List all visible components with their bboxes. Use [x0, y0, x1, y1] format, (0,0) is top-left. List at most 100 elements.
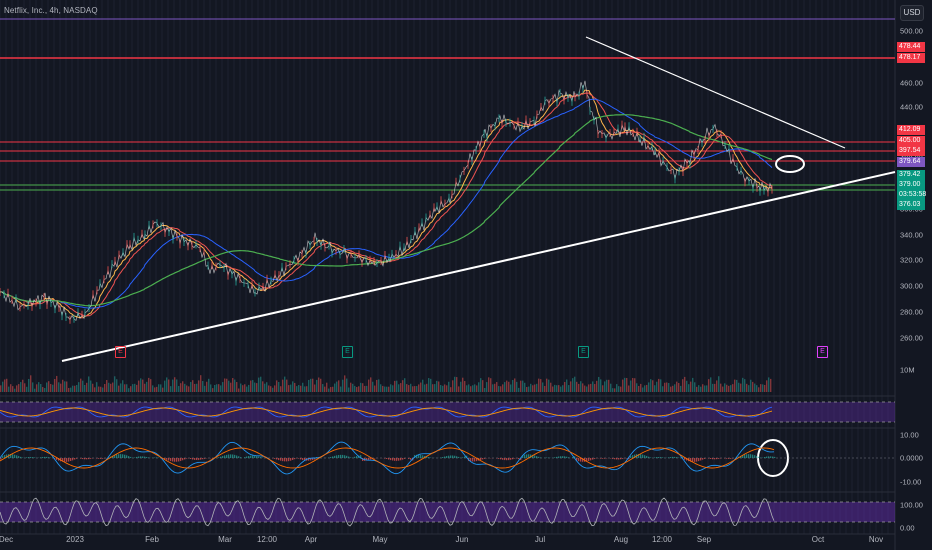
volume-bar	[738, 383, 739, 392]
volume-bar	[504, 382, 505, 392]
volume-bar	[76, 385, 77, 392]
volume-bar	[178, 386, 179, 392]
volume-bar	[560, 387, 561, 392]
macd-histogram-bar	[632, 455, 633, 458]
volume-bar	[200, 375, 201, 392]
macd-histogram-bar	[300, 458, 301, 459]
price-tag: 478.17	[897, 53, 925, 63]
macd-histogram-bar	[450, 455, 451, 458]
volume-bar	[204, 386, 205, 392]
volume-bar	[186, 385, 187, 392]
macd-histogram-bar	[302, 458, 303, 460]
macd-histogram-bar	[120, 454, 121, 458]
macd-histogram-bar	[390, 458, 391, 460]
macd-histogram-bar	[292, 458, 293, 460]
macd-histogram-bar	[240, 457, 241, 458]
volume-bar	[118, 386, 119, 392]
macd-histogram-bar	[224, 455, 225, 458]
currency-button[interactable]: USD	[900, 5, 924, 21]
macd-histogram-bar	[282, 458, 283, 461]
volume-bar	[286, 380, 287, 392]
volume-bar	[54, 379, 55, 392]
volume-bar	[694, 382, 695, 392]
macd-histogram-bar	[70, 458, 71, 461]
volume-bar	[570, 381, 571, 392]
volume-bar	[712, 384, 713, 392]
macd-histogram-bar	[348, 457, 349, 458]
volume-bar	[208, 379, 209, 392]
macd-histogram-bar	[218, 457, 219, 458]
volume-bar	[192, 380, 193, 392]
volume-bar	[114, 376, 115, 392]
volume-bar	[188, 386, 189, 392]
volume-bar	[682, 379, 683, 392]
volume-bar	[456, 377, 457, 392]
earnings-marker[interactable]: E	[115, 346, 126, 358]
macd-histogram-bar	[398, 458, 399, 461]
volume-bar	[116, 379, 117, 392]
macd-histogram-bar	[2, 456, 3, 458]
volume-bar	[34, 389, 35, 392]
volume-bar	[168, 379, 169, 392]
macd-histogram-bar	[660, 457, 661, 458]
volume-bar	[688, 384, 689, 392]
volume-bar	[642, 387, 643, 392]
earnings-marker[interactable]: E	[817, 346, 828, 358]
horizontal-levels	[0, 19, 895, 190]
volume-bar	[190, 382, 191, 392]
volume-bar	[268, 385, 269, 392]
macd-histogram-bar	[764, 457, 765, 458]
volume-bar	[280, 386, 281, 392]
macd-histogram-bar	[408, 458, 409, 459]
volume-bar	[446, 385, 447, 392]
macd-histogram-bar	[642, 455, 643, 458]
volume-bar	[460, 382, 461, 392]
macd-histogram-bar	[454, 456, 455, 458]
volume-bar	[518, 388, 519, 392]
time-axis-label: 12:00	[652, 535, 672, 544]
macd-histogram-bar	[44, 457, 45, 458]
macd-histogram-bar	[330, 457, 331, 458]
macd-histogram-bar	[226, 455, 227, 458]
volume-bar	[502, 384, 503, 392]
symbol-title[interactable]: Netflix, Inc., 4h, NASDAQ	[4, 6, 98, 15]
macd-histogram-bar	[128, 456, 129, 458]
macd-histogram-bar	[148, 457, 149, 458]
volume-bar	[32, 382, 33, 392]
macd-histogram-bar	[34, 457, 35, 458]
volume-bar	[218, 384, 219, 392]
volume-bar	[160, 384, 161, 392]
macd-histogram-bar	[46, 457, 47, 458]
volume-bar	[184, 384, 185, 392]
volume-bar	[716, 380, 717, 392]
volume-bar	[758, 387, 759, 392]
earnings-marker[interactable]: E	[342, 346, 353, 358]
macd-histogram-bar	[26, 457, 27, 458]
volume-bar	[78, 382, 79, 392]
volume-bar	[392, 385, 393, 392]
volume-bar	[180, 383, 181, 392]
volume-bar	[490, 378, 491, 392]
macd-histogram-bar	[716, 458, 717, 459]
macd-histogram-bar	[498, 458, 499, 459]
macd-histogram-bar	[236, 455, 237, 458]
volume-bar	[70, 388, 71, 392]
macd-histogram-bar	[726, 458, 727, 459]
volume-bar	[522, 381, 523, 392]
macd-histogram-bar	[88, 458, 89, 459]
volume-bar	[82, 381, 83, 392]
earnings-marker[interactable]: E	[578, 346, 589, 358]
macd-histogram-bar	[176, 458, 177, 462]
volume-bar	[684, 377, 685, 392]
macd-histogram-bar	[186, 458, 187, 459]
volume-bar	[120, 383, 121, 392]
macd-histogram-bar	[644, 455, 645, 458]
volume-bar	[88, 376, 89, 392]
macd-histogram-bar	[482, 458, 483, 459]
volume-bar	[110, 384, 111, 392]
macd-histogram-bar	[154, 457, 155, 458]
volume-bar	[130, 386, 131, 392]
volume-bar	[530, 384, 531, 392]
price-axis-label: 340.00	[900, 231, 923, 240]
